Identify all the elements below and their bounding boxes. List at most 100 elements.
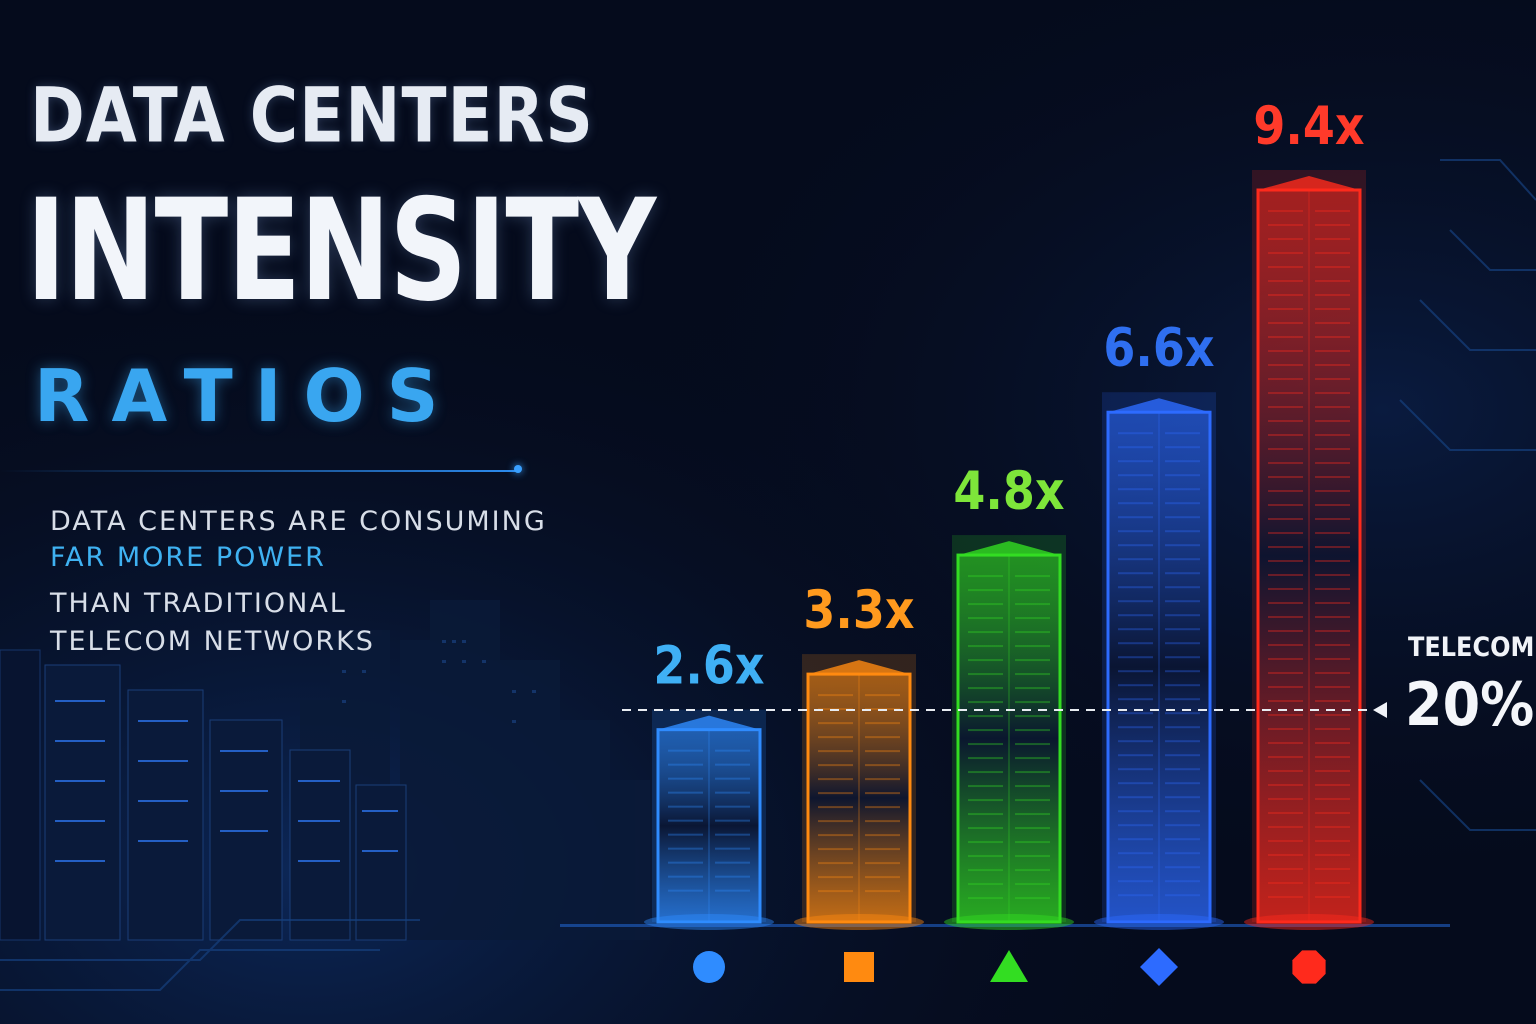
bar-window-row xyxy=(1268,868,1303,870)
bar-window-row xyxy=(1268,490,1303,492)
bar-window-row xyxy=(1165,726,1200,729)
bar-window-row xyxy=(1268,224,1303,226)
bar-window-row xyxy=(1315,896,1350,898)
bar-window-row xyxy=(1118,446,1153,449)
bar-base-glow xyxy=(794,914,924,930)
bar-window-row xyxy=(1315,350,1350,352)
bar-window-row xyxy=(1268,826,1303,828)
bar-window-row xyxy=(818,750,853,753)
bar-window-row xyxy=(818,694,853,697)
bar-window-row xyxy=(1315,714,1350,716)
bar-window-row xyxy=(1268,476,1303,478)
bar-window-row xyxy=(1315,336,1350,338)
bar-window-row xyxy=(715,805,750,808)
bar-2 xyxy=(794,654,924,930)
bar-window-row xyxy=(1268,322,1303,324)
bar-window-row xyxy=(668,819,703,822)
server-leds xyxy=(55,700,398,862)
bar-window-row xyxy=(1015,589,1050,592)
bar-window-row xyxy=(1118,544,1153,547)
bar-window-row xyxy=(1015,603,1050,606)
bar-window-row xyxy=(1315,644,1350,646)
bar-window-row xyxy=(1118,558,1153,561)
bar-window-row xyxy=(1015,631,1050,634)
title-line-3: RATIOS xyxy=(34,354,461,438)
bar-window-row xyxy=(968,729,1003,732)
bar-window-row xyxy=(1268,350,1303,352)
bar-window-row xyxy=(668,777,703,780)
title-line-1: DATA CENTERS xyxy=(30,71,594,160)
bar-window-row xyxy=(968,603,1003,606)
diamond-icon xyxy=(1140,948,1178,986)
bar-window-row xyxy=(1315,434,1350,436)
bar-window-row xyxy=(715,847,750,850)
bar-window-row xyxy=(1315,238,1350,240)
bar-window-row xyxy=(1315,882,1350,884)
bar-window-row xyxy=(1165,824,1200,827)
bar-window-row xyxy=(1118,684,1153,687)
category-markers xyxy=(693,948,1326,986)
bar-window-row xyxy=(1268,462,1303,464)
bar-window-row xyxy=(1268,308,1303,310)
bar-window-row xyxy=(1165,586,1200,589)
bar-window-row xyxy=(1015,883,1050,886)
bar-window-row xyxy=(1165,698,1200,701)
bar-window-row xyxy=(1315,826,1350,828)
bar-window-row xyxy=(968,813,1003,816)
title-line-2: INTENSITY xyxy=(26,170,656,333)
reference-value: 20% xyxy=(1405,670,1535,740)
bar-window-row xyxy=(1315,280,1350,282)
bar-window-row xyxy=(1118,572,1153,575)
bar-window-row xyxy=(1268,560,1303,562)
reference-label: TELECOM xyxy=(1408,632,1535,663)
bar-window-row xyxy=(1268,798,1303,800)
bar-window-row xyxy=(1165,614,1200,617)
city-windows xyxy=(342,640,536,723)
bar-window-row xyxy=(865,722,900,725)
bar-window-row xyxy=(968,589,1003,592)
bar-window-row xyxy=(1165,530,1200,533)
bar-window-row xyxy=(1268,686,1303,688)
circle-icon xyxy=(693,951,725,983)
bar-window-row xyxy=(1315,700,1350,702)
bar-window-row xyxy=(1315,210,1350,212)
bar-window-row xyxy=(1165,796,1200,799)
bar-window-row xyxy=(1165,600,1200,603)
bar-window-row xyxy=(1268,532,1303,534)
bar-window-row xyxy=(1165,740,1200,743)
bar-window-row xyxy=(715,889,750,892)
bar-window-row xyxy=(1118,894,1153,897)
bar-window-row xyxy=(1268,616,1303,618)
bar-window-row xyxy=(1268,420,1303,422)
bar-window-row xyxy=(1118,698,1153,701)
bar-window-row xyxy=(865,750,900,753)
bar-window-row xyxy=(968,631,1003,634)
bar-window-row xyxy=(865,862,900,865)
bar-window-row xyxy=(968,645,1003,648)
bar-window-row xyxy=(1268,770,1303,772)
bar-window-row xyxy=(968,701,1003,704)
bar-window-row xyxy=(1315,266,1350,268)
bar-window-row xyxy=(1315,406,1350,408)
bar-window-row xyxy=(968,799,1003,802)
bar-window-row xyxy=(1315,378,1350,380)
bar-window-row xyxy=(715,777,750,780)
bar-window-row xyxy=(1268,728,1303,730)
bar-window-row xyxy=(968,575,1003,578)
value-labels: 2.6x 3.3x 4.8x 6.6x 9.4x xyxy=(653,95,1364,697)
bar-window-row xyxy=(1268,588,1303,590)
bar-window-row xyxy=(1315,854,1350,856)
value-label-3: 4.8x xyxy=(953,460,1064,522)
triangle-icon xyxy=(990,950,1028,982)
bar-window-row xyxy=(1015,897,1050,900)
bar-window-row xyxy=(865,694,900,697)
bar-window-row xyxy=(1315,420,1350,422)
bar-window-row xyxy=(818,834,853,837)
baseline xyxy=(560,924,1450,927)
value-label-1: 2.6x xyxy=(653,635,764,697)
bar-window-row xyxy=(1315,532,1350,534)
bar-base-glow xyxy=(644,914,774,930)
bar-window-row xyxy=(968,743,1003,746)
bar-body xyxy=(806,672,912,924)
